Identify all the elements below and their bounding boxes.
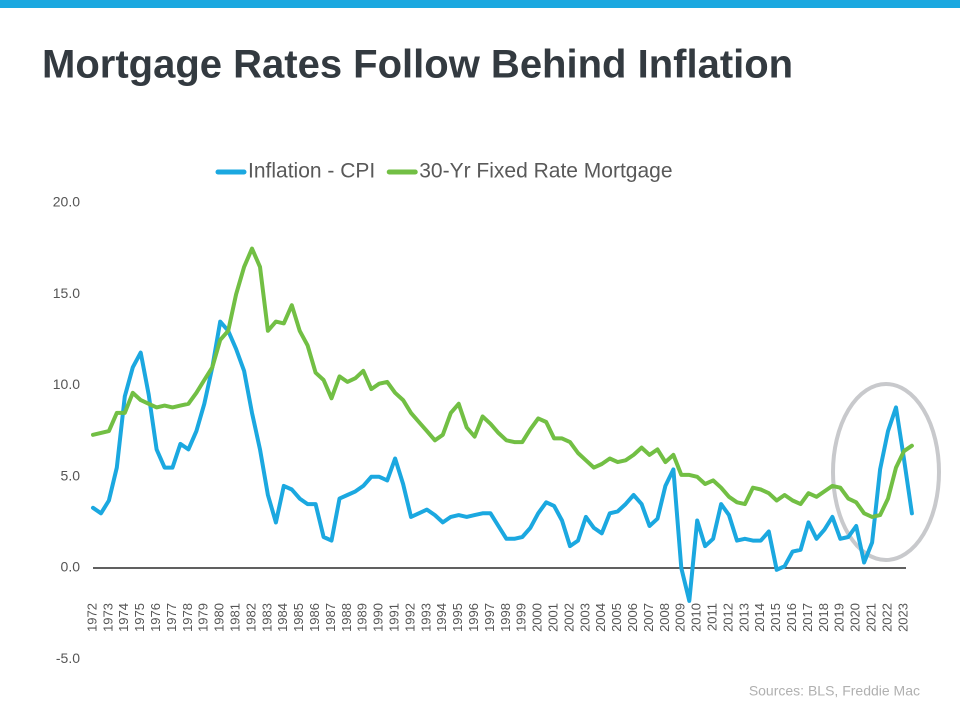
series-line [91,319,914,603]
x-tick-label: 1991 [387,603,402,632]
top-bar [0,0,960,8]
x-tick-label: 1987 [323,603,338,632]
x-tick-label: 2021 [864,603,879,632]
y-tick-label: 10.0 [53,376,80,392]
x-tick-label: 2006 [625,603,640,632]
highlight-ellipse [831,382,941,562]
x-tick-label: 2023 [895,603,910,632]
x-tick-label: 1995 [450,603,465,632]
x-tick-label: 2010 [689,603,704,632]
x-tick-label: 2005 [609,603,624,632]
x-tick-label: 1982 [243,603,258,632]
x-tick-label: 2020 [848,603,863,632]
x-tick-label: 1988 [339,603,354,632]
y-tick-label: 0.0 [61,559,81,575]
x-tick-label: 2011 [705,603,720,631]
x-tick-label: 1976 [148,603,163,632]
x-tick-label: 2012 [720,603,735,632]
x-tick-label: 2001 [546,603,561,632]
x-tick-label: 1972 [84,603,99,632]
x-tick-label: 1990 [371,603,386,632]
x-tick-label: 2016 [784,603,799,632]
x-tick-label: 2008 [657,603,672,632]
series-line [91,246,914,519]
x-tick-label: 1983 [259,603,274,632]
y-tick-label: 20.0 [53,194,80,210]
x-tick-label: 1980 [212,603,227,632]
x-tick-label: 1981 [228,603,243,632]
x-tick-label: 2014 [752,603,767,632]
x-tick-label: 2002 [561,603,576,632]
x-tick-label: 2015 [768,603,783,632]
x-tick-label: 1994 [434,603,449,632]
legend-label: 30-Yr Fixed Rate Mortgage [419,160,672,183]
x-tick-label: 2009 [673,603,688,632]
x-tick-label: 1974 [116,603,131,632]
legend-label: Inflation - CPI [248,160,375,183]
x-tick-label: 2007 [641,603,656,632]
x-tick-label: 2013 [736,603,751,632]
x-tick-label: 1985 [291,603,306,632]
x-tick-label: 1992 [402,603,417,632]
x-tick-label: 1993 [418,603,433,632]
x-tick-label: 1984 [275,603,290,632]
y-tick-label: 15.0 [53,285,80,301]
x-tick-label: 1975 [132,603,147,632]
y-tick-label: -5.0 [56,650,80,666]
x-tick-label: 2019 [832,603,847,632]
x-tick-label: 2004 [593,603,608,632]
chart-title: Mortgage Rates Follow Behind Inflation [42,43,793,87]
x-tick-label: 1979 [196,603,211,632]
x-tick-label: 1999 [514,603,529,632]
x-tick-label: 2017 [800,603,815,632]
x-tick-label: 1997 [482,603,497,632]
x-tick-label: 1973 [100,603,115,632]
y-tick-label: 5.0 [61,467,81,483]
x-tick-label: 1986 [307,603,322,632]
x-tick-label: 2003 [577,603,592,632]
x-tick-label: 1996 [466,603,481,632]
x-tick-label: 1989 [355,603,370,632]
x-tick-label: 1977 [164,603,179,632]
x-tick-label: 2022 [879,603,894,632]
x-tick-label: 2000 [530,603,545,632]
x-tick-label: 1998 [498,603,513,632]
source: Sources: BLS, Freddie Mac [749,683,920,699]
x-tick-label: 2018 [816,603,831,632]
x-tick-label: 1978 [180,603,195,632]
